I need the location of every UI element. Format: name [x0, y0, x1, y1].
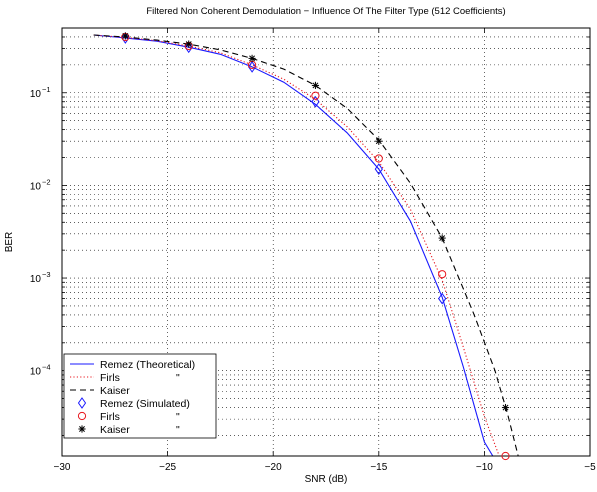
data-point-5-6: [501, 403, 510, 412]
y-tick-label: 10: [30, 367, 42, 378]
data-point-3-1: [184, 41, 193, 54]
x-tick-label: −25: [159, 462, 176, 473]
data-point-5-4: [375, 137, 383, 145]
legend-label-1: Firls: [100, 372, 120, 384]
y-tick-label-exponent: −4: [42, 363, 51, 372]
chart-title: Filtered Non Coherent Demodulation − Inf…: [146, 6, 505, 17]
series-line-0: [93, 34, 494, 456]
x-tick-label: −15: [370, 462, 387, 473]
x-tick-label: −10: [476, 462, 493, 473]
legend-swatch-5: [78, 425, 86, 433]
legend-ditto-4: ": [176, 411, 180, 423]
legend-box: [63, 353, 217, 439]
legend-label-0: Remez (Theoretical): [100, 359, 195, 371]
x-axis-label: SNR (dB): [305, 474, 348, 485]
legend-label-4: Firls: [100, 411, 120, 423]
series-layer: [93, 34, 519, 456]
data-point-5-3: [311, 81, 320, 90]
grid: [62, 27, 590, 456]
y-tick-label-exponent: −1: [42, 85, 51, 94]
series-markers-3: [121, 32, 447, 305]
y-tick-label: 10: [30, 181, 42, 192]
y-tick-label: 10: [30, 274, 42, 285]
data-point-3-2: [247, 61, 257, 73]
x-tick-label: −5: [584, 462, 596, 473]
x-tick-labels: −30 −25 −20 −15 −10 −5: [54, 462, 597, 473]
series-markers-5: [121, 32, 510, 412]
legend-label-3: Remez (Simulated): [100, 398, 190, 410]
x-tick-label: −20: [265, 462, 282, 473]
plot-frame: [61, 27, 591, 457]
data-point-5-1: [185, 40, 193, 48]
data-point-4-3: [311, 91, 320, 100]
tick-layer: [61, 27, 591, 456]
data-point-4-5: [438, 270, 447, 279]
legend-ditto-5: ": [176, 424, 180, 436]
data-point-5-5: [438, 234, 446, 242]
data-point-5-2: [248, 54, 256, 62]
y-tick-labels: 10−110−210−310−4: [30, 85, 51, 378]
data-point-3-3: [311, 95, 320, 108]
data-point-4-4: [374, 154, 383, 163]
data-point-3-5: [438, 292, 447, 305]
legend-swatch-4: [77, 411, 87, 421]
legend-ditto-1: ": [176, 372, 180, 384]
legend-label-5: Kaiser: [100, 424, 130, 436]
legend-label-2: Kaiser: [100, 385, 130, 397]
legend-swatch-3: [77, 397, 87, 409]
y-tick-label: 10: [30, 89, 42, 100]
y-tick-label-exponent: −3: [42, 270, 51, 279]
series-line-2: [93, 34, 519, 456]
y-axis-label: BER: [4, 232, 15, 253]
x-tick-label: −30: [54, 462, 71, 473]
data-point-3-4: [374, 163, 383, 175]
data-point-4-6: [501, 451, 510, 461]
data-point-5-0: [121, 32, 129, 40]
y-tick-label-exponent: −2: [42, 177, 51, 186]
